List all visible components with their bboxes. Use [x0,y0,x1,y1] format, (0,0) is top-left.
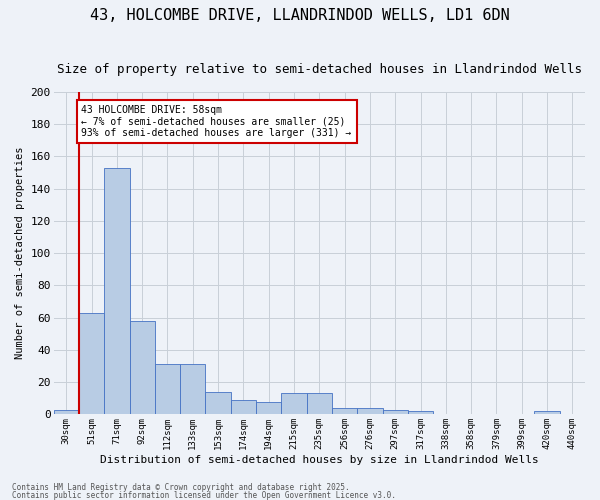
Bar [205,392,231,414]
Bar [383,410,408,414]
Bar [281,394,307,414]
Bar [104,168,130,414]
X-axis label: Distribution of semi-detached houses by size in Llandrindod Wells: Distribution of semi-detached houses by … [100,455,539,465]
Bar [332,408,357,414]
Bar [357,408,383,414]
Title: Size of property relative to semi-detached houses in Llandrindod Wells: Size of property relative to semi-detach… [57,62,582,76]
Bar [307,394,332,414]
Y-axis label: Number of semi-detached properties: Number of semi-detached properties [15,147,25,360]
Bar [53,410,79,414]
Text: Contains HM Land Registry data © Crown copyright and database right 2025.: Contains HM Land Registry data © Crown c… [12,484,350,492]
Bar [408,411,433,414]
Bar [231,400,256,414]
Text: 43 HOLCOMBE DRIVE: 58sqm
← 7% of semi-detached houses are smaller (25)
93% of se: 43 HOLCOMBE DRIVE: 58sqm ← 7% of semi-de… [82,105,352,138]
Text: 43, HOLCOMBE DRIVE, LLANDRINDOD WELLS, LD1 6DN: 43, HOLCOMBE DRIVE, LLANDRINDOD WELLS, L… [90,8,510,22]
Text: Contains public sector information licensed under the Open Government Licence v3: Contains public sector information licen… [12,490,396,500]
Bar [130,321,155,414]
Bar [180,364,205,414]
Bar [155,364,180,414]
Bar [256,402,281,414]
Bar [79,313,104,414]
Bar [535,411,560,414]
